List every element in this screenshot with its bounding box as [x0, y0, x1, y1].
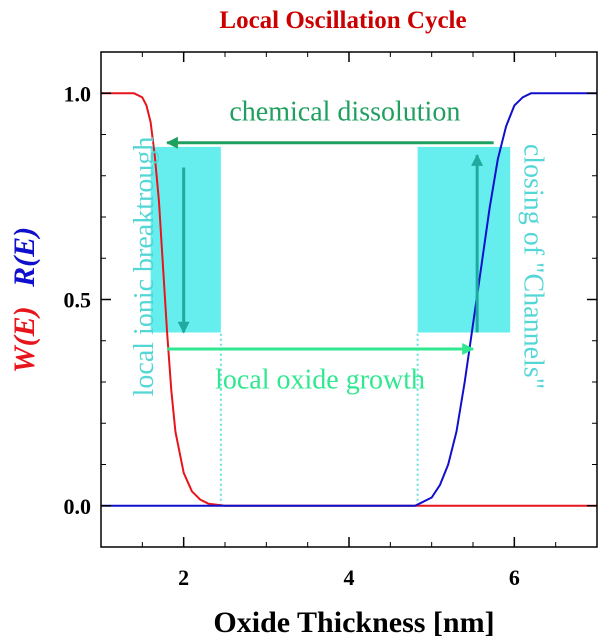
annotations: chemical dissolution local oxide growth lo…: [129, 96, 549, 396]
x-axis-label: Oxide Thickness [nm]: [213, 606, 494, 639]
shaded-regions: [150, 146, 511, 333]
y-axis-label-w: W(E): [8, 306, 41, 373]
axis-ticks: 2 4 6 0.0 0.5 1.0: [64, 51, 597, 590]
y-axis-label-r: R(E): [8, 227, 41, 288]
y-tick-label: 0.5: [64, 288, 92, 313]
x-tick-label: 2: [178, 565, 189, 590]
chart-title: Local Oscillation Cycle: [219, 7, 466, 34]
shaded-region-1: [417, 146, 511, 333]
x-tick-label: 4: [344, 565, 355, 590]
annotation-3: closing of "Channels": [517, 144, 548, 389]
reference-lines: [219, 332, 419, 506]
annotation-1: local oxide growth: [215, 364, 425, 395]
annotation-0: chemical dissolution: [229, 96, 460, 127]
annotation-arrows: [165, 136, 494, 355]
y-axis-label: W(E) R(E): [8, 227, 41, 373]
annotation-2: local ionic breaktrough: [129, 137, 160, 397]
y-tick-label: 0.0: [64, 494, 92, 519]
x-tick-label: 6: [509, 565, 520, 590]
y-tick-label: 1.0: [64, 81, 92, 106]
